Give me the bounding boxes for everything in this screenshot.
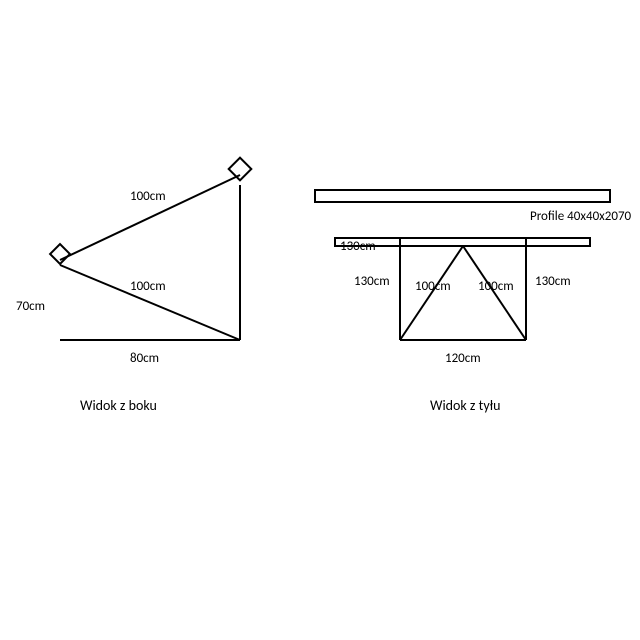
label-side-top-100: 100cm xyxy=(130,189,166,204)
label-side-80: 80cm xyxy=(130,351,159,366)
label-side-mid-100: 100cm xyxy=(130,279,166,294)
joint-diamond-left xyxy=(50,244,70,264)
label-side-70: 70cm xyxy=(16,299,45,314)
label-profile-spec: Profile 40x40x2070 xyxy=(530,209,632,224)
side-view: 100cm 100cm 70cm 80cm Widok z boku xyxy=(16,158,251,414)
label-rear-130-r: 130cm xyxy=(535,274,571,289)
rear-view: Profile 40x40x2070 130cm 130cm 130cm 100… xyxy=(315,190,632,414)
label-rear-130-lt: 130cm xyxy=(340,239,376,254)
side-diagonal xyxy=(60,265,240,340)
label-rear-brace-r: 100cm xyxy=(478,279,514,294)
caption-side-view: Widok z boku xyxy=(80,397,157,414)
rear-top-rail xyxy=(315,190,610,202)
caption-rear-view: Widok z tyłu xyxy=(430,397,500,414)
label-rear-120: 120cm xyxy=(445,351,481,366)
joint-diamond-right xyxy=(229,158,252,181)
label-rear-130-lb: 130cm xyxy=(354,274,390,289)
diagram-canvas: 100cm 100cm 70cm 80cm Widok z boku Profi… xyxy=(0,0,640,640)
label-rear-brace-l: 100cm xyxy=(415,279,451,294)
side-top-slope xyxy=(60,175,240,260)
